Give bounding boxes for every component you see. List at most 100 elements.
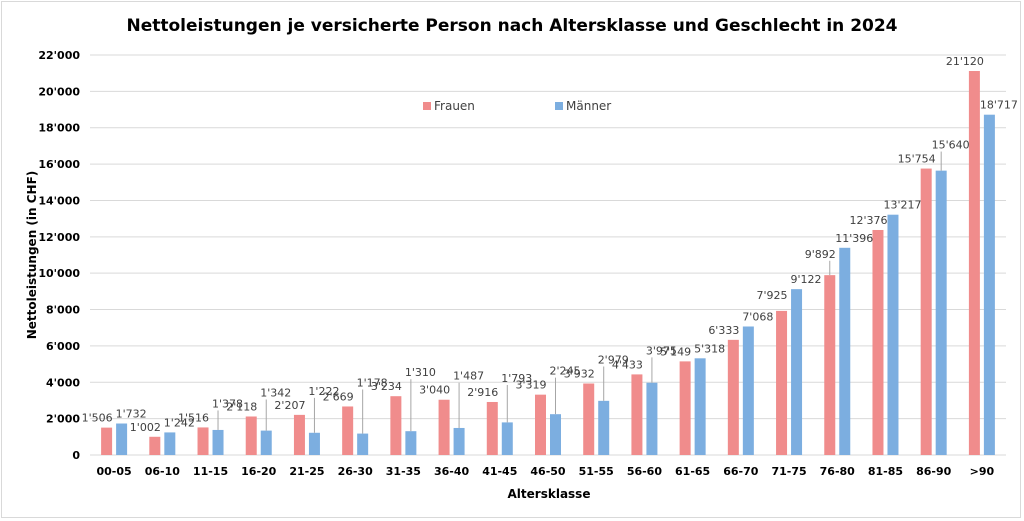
bar-maenner <box>260 430 272 455</box>
data-label-maenner: 1'178 <box>357 376 388 389</box>
y-tick-label: 18'000 <box>38 122 80 135</box>
bar-maenner <box>308 432 320 455</box>
legend-item-frauen[interactable]: Frauen <box>423 99 475 113</box>
data-label-frauen: 3'319 <box>515 379 546 392</box>
bar-maenner <box>501 422 513 455</box>
data-label-frauen: 15'754 <box>898 153 936 166</box>
x-tick-label: 86-90 <box>916 465 952 478</box>
x-axis-label: Altersklasse <box>508 487 591 501</box>
data-label-maenner: 18'717 <box>980 99 1018 112</box>
data-label-frauen: 5'149 <box>660 345 691 358</box>
bar-frauen <box>727 339 739 455</box>
bar-frauen <box>535 394 546 455</box>
data-label-frauen: 21'120 <box>946 55 984 68</box>
data-label-maenner: 1'310 <box>405 366 436 379</box>
y-axis-label: Nettoleistungen (in CHF) <box>25 171 39 340</box>
data-label-maenner: 3'975 <box>646 344 677 357</box>
bar-frauen <box>631 374 643 455</box>
legend-label-maenner: Männer <box>566 99 611 113</box>
y-tick-label: 22'000 <box>38 49 80 62</box>
bar-maenner <box>983 114 995 455</box>
bar-frauen <box>968 71 980 455</box>
x-tick-label: 46-50 <box>530 465 566 478</box>
x-tick-label: >90 <box>970 465 995 478</box>
data-label-frauen: 2'916 <box>467 386 498 399</box>
bar-frauen <box>197 427 209 455</box>
bar-maenner <box>550 414 561 455</box>
bar-maenner <box>839 247 851 455</box>
bar-frauen <box>679 361 691 455</box>
legend-swatch-frauen <box>423 102 431 110</box>
data-label-maenner: 1'732 <box>116 408 147 421</box>
y-tick-label: 8'000 <box>46 304 80 317</box>
data-label-maenner: 9'122 <box>791 273 822 286</box>
legend: Frauen Männer <box>423 99 611 113</box>
x-axis-ticks: 00-05 06-10 11-15 16-20 21-25 26-30 31-35 36-40… <box>97 465 995 478</box>
x-tick-label: 16-20 <box>241 465 277 478</box>
y-tick-label: 12'000 <box>38 231 80 244</box>
data-label-frauen: 2'669 <box>323 390 354 403</box>
y-tick-label: 16'000 <box>38 158 80 171</box>
data-label-maenner: 5'318 <box>694 342 725 355</box>
bar-maenner <box>212 429 224 455</box>
y-tick-label: 0 <box>72 449 80 462</box>
data-label-maenner: 13'217 <box>883 199 921 212</box>
x-tick-label: 36-40 <box>434 465 470 478</box>
data-label-maenner: 1'242 <box>164 416 195 429</box>
gridlines <box>90 54 1006 456</box>
data-label-frauen: 6'333 <box>708 324 739 337</box>
x-tick-label: 00-05 <box>97 465 132 478</box>
x-tick-label: 61-65 <box>675 465 710 478</box>
x-tick-label: 76-80 <box>820 465 856 478</box>
y-axis-ticks: 0 2'000 4'000 6'000 8'000 10'000 12'000 14'000 1… <box>38 49 80 462</box>
bar-maenner <box>405 431 417 455</box>
bar-frauen <box>390 396 402 455</box>
y-tick-label: 20'000 <box>38 85 80 98</box>
data-label-frauen: 9'892 <box>805 248 836 261</box>
data-label-maenner: 2'245 <box>549 365 580 378</box>
data-label-maenner: 11'396 <box>835 232 873 245</box>
x-tick-label: 06-10 <box>145 465 181 478</box>
data-label-frauen: 1'506 <box>82 412 113 425</box>
x-tick-label: 11-15 <box>193 465 228 478</box>
bar-maenner <box>598 400 610 455</box>
x-tick-label: 71-75 <box>771 465 806 478</box>
bar-maenner <box>116 423 128 455</box>
bar-frauen <box>342 406 354 455</box>
bar-maenner <box>164 432 176 455</box>
bar-frauen <box>245 416 257 455</box>
bar-frauen <box>872 229 884 455</box>
x-tick-label: 66-70 <box>723 465 759 478</box>
data-label-maenner: 2'979 <box>598 354 629 367</box>
bar-frauen <box>583 383 595 455</box>
bar-frauen <box>101 427 113 455</box>
bar-maenner <box>935 170 947 456</box>
data-label-frauen: 1'002 <box>130 421 161 434</box>
bar-maenner <box>357 433 369 455</box>
x-tick-label: 26-30 <box>338 465 374 478</box>
legend-label-frauen: Frauen <box>434 99 475 113</box>
data-label-frauen: 3'234 <box>371 380 402 393</box>
y-tick-label: 6'000 <box>46 340 80 353</box>
data-label-frauen: 2'118 <box>226 400 257 413</box>
data-label-frauen: 2'207 <box>274 399 305 412</box>
bar-maenner <box>646 382 658 455</box>
bars <box>101 71 995 456</box>
y-tick-label: 2'000 <box>46 413 80 426</box>
x-tick-label: 41-45 <box>482 465 517 478</box>
data-label-maenner: 1'342 <box>260 386 291 399</box>
bar-frauen <box>293 414 305 455</box>
y-tick-label: 14'000 <box>38 194 80 207</box>
data-label-frauen: 12'376 <box>849 214 887 227</box>
data-label-frauen: 7'925 <box>757 289 788 302</box>
legend-item-maenner[interactable]: Männer <box>555 99 611 113</box>
x-tick-label: 21-25 <box>289 465 324 478</box>
bar-maenner <box>694 358 706 455</box>
bar-frauen <box>920 168 932 455</box>
x-tick-label: 51-55 <box>579 465 614 478</box>
bar-frauen <box>776 310 788 455</box>
bar-frauen <box>486 401 498 455</box>
